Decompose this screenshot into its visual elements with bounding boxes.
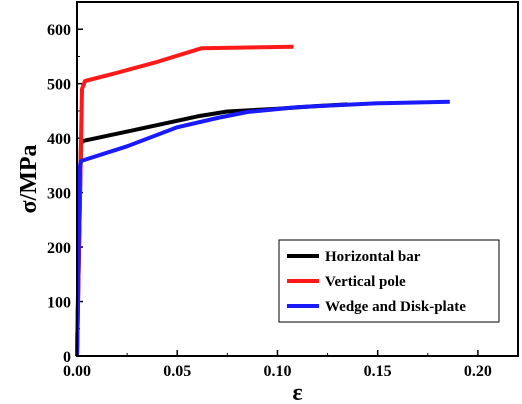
x-tick-label: 0.20 (464, 363, 492, 380)
legend-label-2: Wedge and Disk-plate (325, 299, 466, 315)
y-tick-label: 200 (47, 240, 71, 257)
x-tick-label: 0.05 (163, 363, 191, 380)
plot-frame (76, 1, 519, 357)
x-tick-label: 0.00 (63, 363, 91, 380)
x-tick-label: 0.15 (364, 363, 392, 380)
y-tick-label: 100 (47, 295, 71, 312)
y-tick-label: 500 (47, 77, 71, 94)
ticks-layer: 0.00 0.05 0.10 0.15 0.20 0 100 200 300 400 500 600 (47, 22, 492, 380)
legend-label-1: Vertical pole (325, 274, 406, 290)
legend: Horizontal bar Vertical pole Wedge and Dis… (278, 239, 500, 323)
y-tick-label: 600 (47, 22, 71, 39)
y-tick-label: 0 (63, 349, 71, 366)
x-tick-label: 0.10 (263, 363, 291, 380)
series-line-1 (75, 44, 294, 357)
series-lines (75, 44, 450, 357)
x-axis-title: ε (292, 380, 302, 404)
legend-label-0: Horizontal bar (325, 249, 421, 265)
y-tick-label: 400 (47, 131, 71, 148)
y-tick-label: 300 (47, 186, 71, 203)
series-line-2 (75, 99, 450, 357)
y-axis-title: σ/MPa (16, 144, 42, 213)
